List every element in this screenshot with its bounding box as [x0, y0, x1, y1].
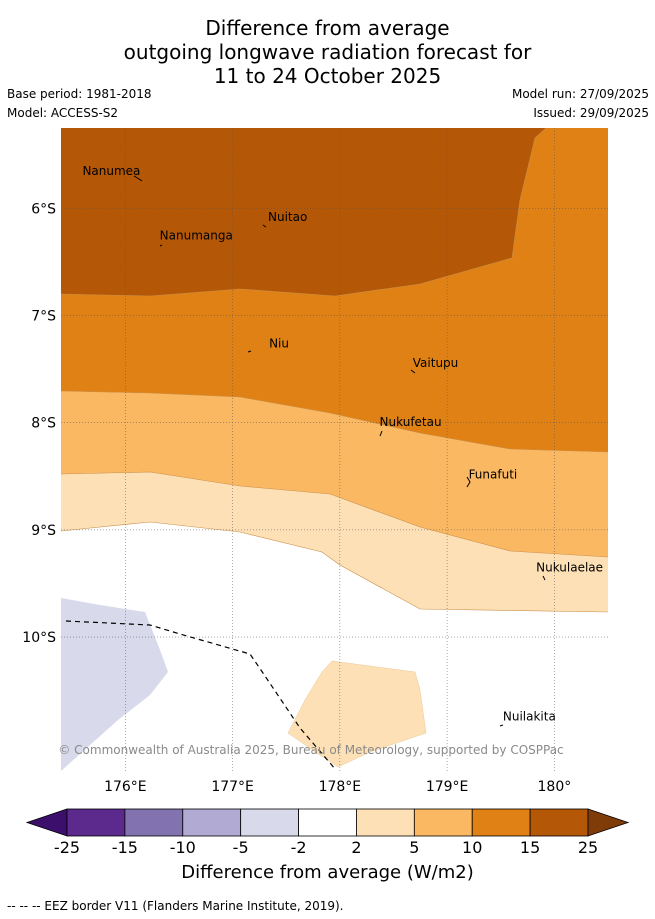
colorbar-swatch: [124, 808, 184, 837]
lat-tick-label: 9°S: [31, 523, 56, 539]
colorbar-swatch: [529, 808, 589, 837]
island-vaitupu-shape: [410, 369, 416, 374]
colorbar-swatch: [66, 808, 126, 837]
lat-tick-label: 6°S: [31, 201, 56, 217]
lon-tick-label: 177°E: [211, 779, 254, 795]
band-2-5-patch: [287, 660, 427, 768]
place-label: Nuitao: [268, 210, 307, 224]
colorbar-swatch: [356, 808, 415, 837]
colorbar-tick-label: 2: [351, 838, 362, 857]
colorbar-swatch: [182, 808, 242, 837]
colorbar-tick-label: -15: [111, 838, 138, 857]
island-nanumanga-shape: [159, 244, 163, 247]
colorbar-tick-label: -5: [232, 838, 249, 857]
colorbar-tick-label: 15: [519, 838, 541, 857]
contour-lines: [61, 128, 608, 613]
colorbar-title: Difference from average (W/m2): [181, 862, 474, 883]
colorbar-tick-label: -25: [53, 838, 81, 857]
colorbar-tick-label: 10: [462, 838, 483, 857]
island-funafuti-shape: [466, 476, 471, 488]
band-neg5-neg2: [61, 598, 168, 771]
island-nuitao-shape: [262, 224, 267, 228]
island-nukulaelae-shape: [542, 575, 546, 581]
lat-tick-label: 8°S: [31, 416, 56, 432]
place-label: Nukulaelae: [536, 561, 603, 575]
lon-tick-label: 176°E: [104, 779, 147, 795]
colorbar-tick-label: -2: [290, 838, 307, 857]
band-15-25: [61, 128, 546, 296]
issued-date: Issued: 29/09/2025: [533, 106, 649, 120]
islands: [133, 175, 546, 727]
axis-tick-labels: 176°E 177°E 178°E 179°E 180° 6°S 7°S 8°S 9°S 10°S: [22, 201, 571, 795]
title-line-1: Difference from average: [205, 16, 450, 40]
island-nuilakita-shape: [499, 724, 504, 727]
colorbar-tick-label: 25: [577, 838, 599, 857]
colorbar-swatch: [413, 808, 473, 837]
eez-border: [65, 620, 337, 771]
place-label: Funafuti: [469, 467, 518, 481]
island-nanumea-shape: [133, 175, 143, 182]
lon-tick-label: 180°: [538, 779, 572, 795]
lon-tick-label: 179°E: [426, 779, 469, 795]
place-label: Nanumea: [82, 164, 140, 178]
place-label: Vaitupu: [413, 356, 459, 370]
graticule: [61, 128, 608, 771]
title-line-2: outgoing longwave radiation forecast for: [123, 40, 532, 64]
copyright-notice: © Commonwealth of Australia 2025, Bureau…: [58, 743, 563, 757]
colorbar-swatch: [298, 808, 357, 837]
colorbar-tick-label: -10: [169, 838, 196, 857]
base-period: Base period: 1981-2018: [7, 87, 152, 101]
place-label: Nanumanga: [160, 228, 233, 242]
model-run: Model run: 27/09/2025: [511, 87, 649, 101]
place-label: Nuilakita: [503, 710, 556, 724]
colorbar-extend-low: [25, 808, 68, 837]
lat-tick-label: 10°S: [22, 630, 56, 646]
colorbar-tick-label: 5: [409, 838, 420, 857]
island-niu-shape: [247, 350, 252, 353]
map-title: Difference from average outgoing longwav…: [0, 16, 655, 88]
lon-tick-label: 178°E: [319, 779, 362, 795]
island-nukufetau-shape: [379, 430, 383, 437]
colorbar-swatch: [240, 808, 299, 837]
place-label: Nukufetau: [380, 415, 442, 429]
place-labels: Nanumea Nuitao Nanumanga Niu Vaitupu Nukufeta…: [82, 164, 603, 723]
anomaly-field: [61, 128, 608, 771]
colorbar-extend-high: [587, 808, 630, 837]
model-name: Model: ACCESS-S2: [7, 106, 119, 120]
place-label: Niu: [269, 337, 289, 351]
title-line-3: 11 to 24 October 2025: [213, 64, 442, 88]
colorbar: [25, 808, 630, 837]
lat-tick-label: 7°S: [31, 309, 56, 325]
colorbar-swatch: [471, 808, 531, 837]
eez-legend-note: -- -- -- EEZ border V11 (Flanders Marine…: [7, 899, 344, 913]
